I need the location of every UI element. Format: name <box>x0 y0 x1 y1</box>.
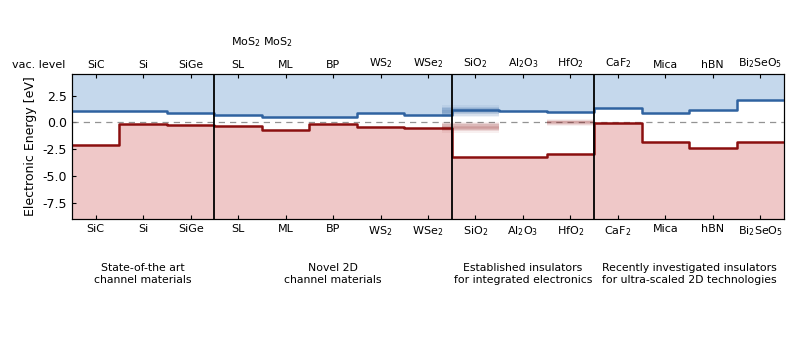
Text: WS$_2$: WS$_2$ <box>369 56 393 70</box>
Text: State-of-the art
channel materials: State-of-the art channel materials <box>94 264 192 285</box>
Text: CaF$_2$: CaF$_2$ <box>605 56 631 70</box>
Text: SiO$_2$: SiO$_2$ <box>463 56 488 70</box>
Text: WSe$_2$: WSe$_2$ <box>413 56 443 70</box>
Text: Established insulators
for integrated electronics: Established insulators for integrated el… <box>454 264 592 285</box>
Text: SiC: SiC <box>87 60 105 70</box>
Text: HfO$_2$: HfO$_2$ <box>557 56 584 70</box>
Y-axis label: Electronic Energy [eV]: Electronic Energy [eV] <box>24 77 37 216</box>
Text: BP: BP <box>326 60 340 70</box>
Text: MoS$_2$ MoS$_2$: MoS$_2$ MoS$_2$ <box>231 35 293 49</box>
Text: Mica: Mica <box>653 60 678 70</box>
Text: SL: SL <box>231 60 245 70</box>
Text: Al$_2$O$_3$: Al$_2$O$_3$ <box>508 56 538 70</box>
Text: Novel 2D
channel materials: Novel 2D channel materials <box>284 264 382 285</box>
Text: Bi$_2$SeO$_5$: Bi$_2$SeO$_5$ <box>738 56 782 70</box>
Text: hBN: hBN <box>702 60 724 70</box>
Text: Recently investigated insulators
for ultra-scaled 2D technologies: Recently investigated insulators for ult… <box>602 264 777 285</box>
Text: Si: Si <box>138 60 148 70</box>
Text: vac. level: vac. level <box>12 60 65 70</box>
Text: ML: ML <box>278 60 294 70</box>
Text: SiGe: SiGe <box>178 60 203 70</box>
